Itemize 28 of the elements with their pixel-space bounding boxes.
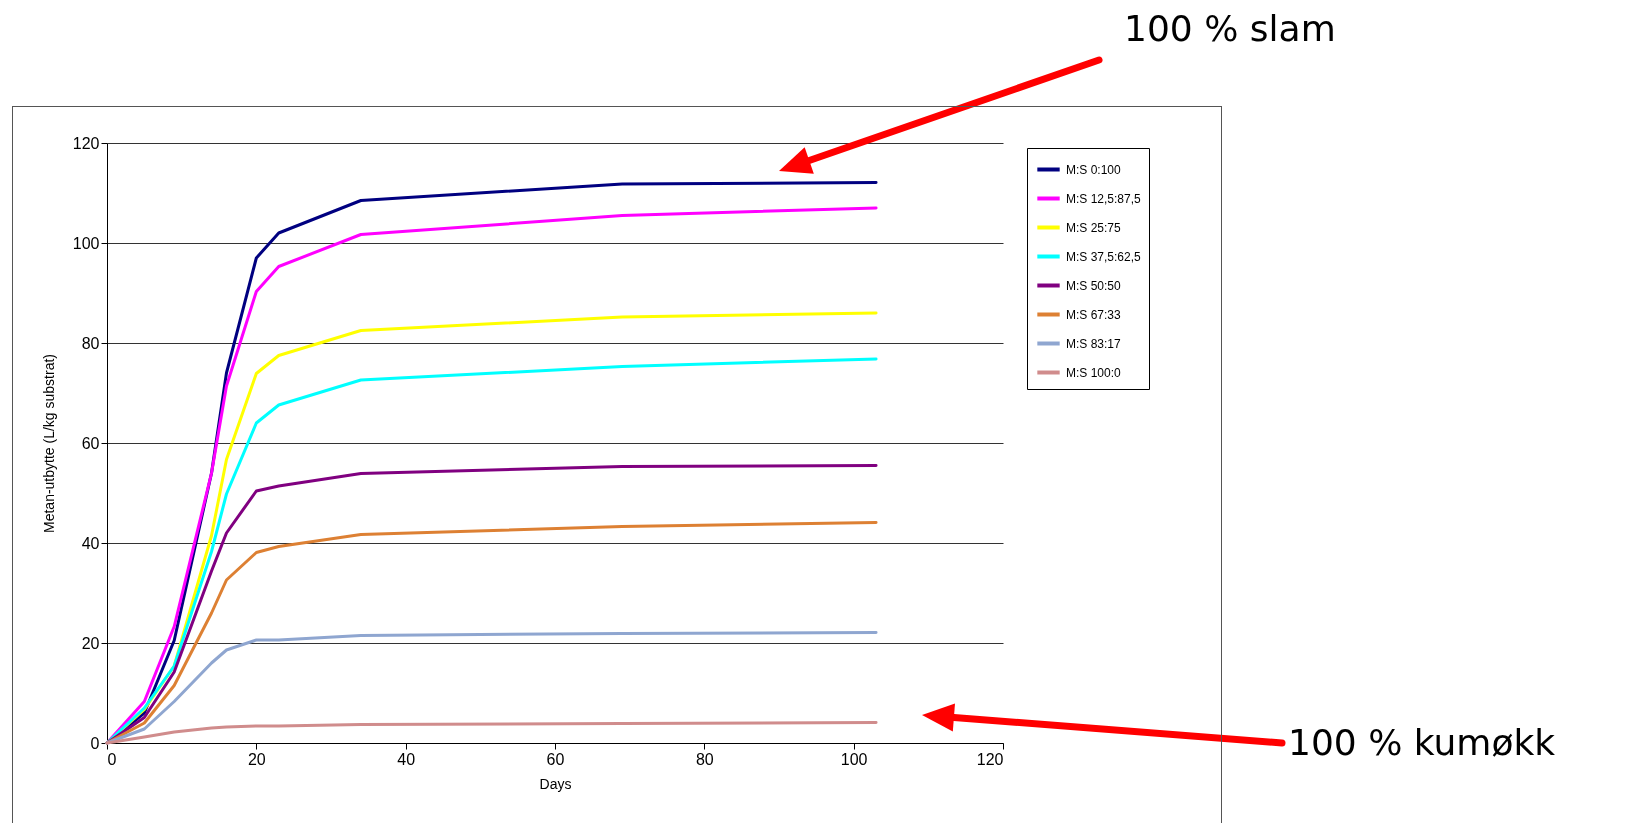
y-axis-title: Metan-utbytte (L/kg substrat) [40,354,57,533]
legend-label: M:S 100:0 [1066,365,1122,380]
x-tick-label: 0 [107,750,117,768]
line-series [105,721,878,745]
text: 100 % slam [1124,8,1336,49]
y-tick-label: 40 [81,534,100,552]
x-tick-label: 100 [840,750,868,768]
x-tick-label: 20 [247,750,266,768]
x-axis-title: Days [539,775,572,792]
x-tick-label: 60 [546,750,565,768]
legend-label: M:S 83:17 [1066,336,1122,351]
y-tick-label: 60 [81,434,100,452]
legend-label: M:S 0:100 [1066,162,1122,177]
y-tick-label: 20 [81,634,100,652]
line-series [105,464,878,745]
y-tick-label: 0 [90,734,100,752]
x-tick-label: 40 [397,750,416,768]
y-tick-label: 100 [72,234,100,252]
legend-label: M:S 25:75 [1066,220,1122,235]
text: 100 % kumøkk [1288,722,1556,763]
legend-label: M:S 50:50 [1066,278,1122,293]
legend-label: M:S 12,5:87,5 [1066,191,1142,206]
legend-label: M:S 67:33 [1066,307,1122,322]
y-tick-label: 80 [81,334,100,352]
x-tick-label: 80 [695,750,714,768]
legend-label: M:S 37,5:62,5 [1066,249,1142,264]
x-tick-label: 120 [976,750,1004,768]
y-tick-label: 120 [72,134,100,152]
